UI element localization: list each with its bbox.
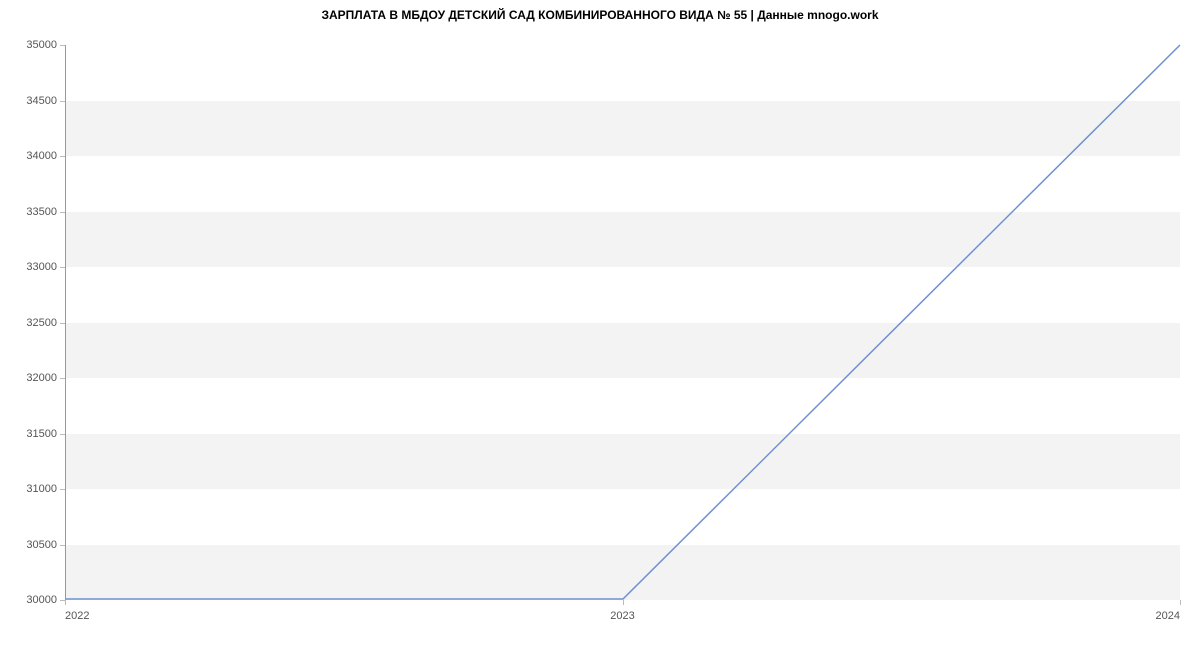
x-tick-label: 2024 bbox=[1156, 610, 1180, 622]
y-tick-mark bbox=[60, 434, 65, 435]
y-tick-mark bbox=[60, 267, 65, 268]
plot-area bbox=[65, 45, 1180, 600]
y-tick-label: 34000 bbox=[15, 150, 57, 162]
x-tick-mark bbox=[623, 600, 624, 605]
x-tick-label: 2023 bbox=[610, 610, 634, 622]
y-tick-label: 32000 bbox=[15, 372, 57, 384]
y-tick-label: 35000 bbox=[15, 39, 57, 51]
y-tick-mark bbox=[60, 45, 65, 46]
y-tick-label: 30000 bbox=[15, 594, 57, 606]
y-tick-label: 32500 bbox=[15, 317, 57, 329]
x-tick-mark bbox=[1180, 600, 1181, 605]
y-tick-mark bbox=[60, 156, 65, 157]
data-line bbox=[66, 45, 1180, 599]
chart-title: ЗАРПЛАТА В МБДОУ ДЕТСКИЙ САД КОМБИНИРОВА… bbox=[0, 8, 1200, 22]
y-tick-mark bbox=[60, 378, 65, 379]
y-tick-mark bbox=[60, 212, 65, 213]
y-tick-label: 31000 bbox=[15, 483, 57, 495]
x-tick-label: 2022 bbox=[65, 610, 89, 622]
y-tick-label: 33500 bbox=[15, 206, 57, 218]
y-tick-mark bbox=[60, 101, 65, 102]
y-tick-label: 34500 bbox=[15, 95, 57, 107]
y-tick-mark bbox=[60, 545, 65, 546]
x-tick-mark bbox=[65, 600, 66, 605]
y-tick-mark bbox=[60, 489, 65, 490]
y-tick-label: 31500 bbox=[15, 428, 57, 440]
y-tick-label: 33000 bbox=[15, 261, 57, 273]
y-tick-label: 30500 bbox=[15, 539, 57, 551]
salary-line-chart: ЗАРПЛАТА В МБДОУ ДЕТСКИЙ САД КОМБИНИРОВА… bbox=[0, 0, 1200, 650]
y-tick-mark bbox=[60, 323, 65, 324]
